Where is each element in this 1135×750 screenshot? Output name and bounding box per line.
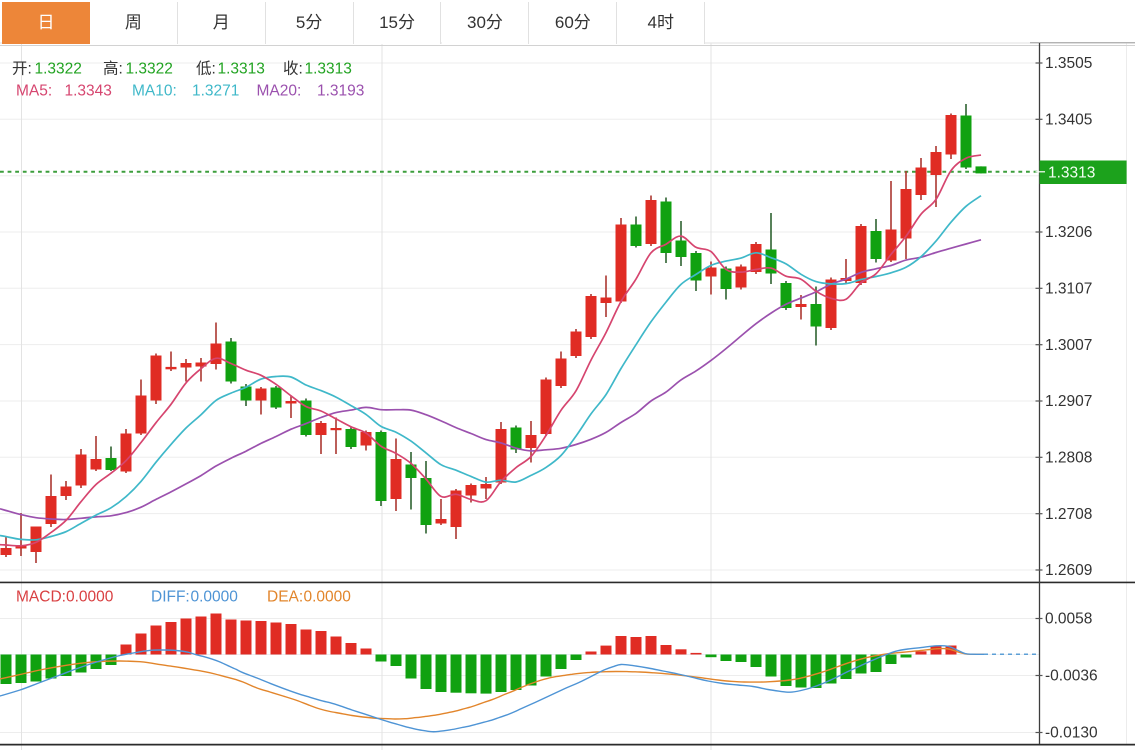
svg-text:1.2808: 1.2808 (1045, 450, 1092, 467)
svg-text:开:: 开: (12, 61, 32, 78)
svg-text:1.3313: 1.3313 (305, 61, 352, 78)
svg-text:低:: 低: (196, 60, 216, 78)
svg-text:0.0000: 0.0000 (191, 589, 239, 606)
svg-text:1.3343: 1.3343 (65, 83, 112, 100)
svg-text:MA5:: MA5: (16, 83, 52, 100)
svg-text:1.3322: 1.3322 (35, 61, 82, 78)
svg-text:1.3193: 1.3193 (317, 83, 364, 100)
svg-text:1.3271: 1.3271 (192, 83, 239, 100)
svg-text:1.2907: 1.2907 (1045, 393, 1092, 410)
svg-text:DIFF:: DIFF: (151, 589, 190, 606)
svg-text:-0.0036: -0.0036 (1045, 668, 1098, 685)
svg-text:收:: 收: (283, 60, 303, 78)
svg-text:1.3107: 1.3107 (1045, 281, 1092, 298)
svg-text:高:: 高: (103, 60, 123, 78)
svg-text:MA10:: MA10: (132, 83, 177, 100)
svg-text:1.3007: 1.3007 (1045, 337, 1092, 354)
svg-text:1.3322: 1.3322 (126, 61, 173, 78)
svg-text:DEA:: DEA: (267, 589, 303, 606)
svg-text:MA20:: MA20: (257, 83, 302, 100)
svg-text:0.0000: 0.0000 (66, 589, 114, 606)
svg-text:MACD:: MACD: (16, 589, 66, 606)
svg-text:1.3206: 1.3206 (1045, 224, 1092, 241)
svg-text:1.3313: 1.3313 (218, 61, 265, 78)
svg-text:1.3505: 1.3505 (1045, 55, 1092, 72)
svg-text:0.0058: 0.0058 (1045, 611, 1092, 628)
svg-text:1.3405: 1.3405 (1045, 112, 1092, 129)
svg-text:0.0000: 0.0000 (304, 589, 352, 606)
svg-text:1.2708: 1.2708 (1045, 506, 1092, 523)
svg-text:-0.0130: -0.0130 (1045, 725, 1098, 742)
svg-text:1.3313: 1.3313 (1048, 165, 1095, 182)
svg-text:1.2609: 1.2609 (1045, 562, 1092, 579)
